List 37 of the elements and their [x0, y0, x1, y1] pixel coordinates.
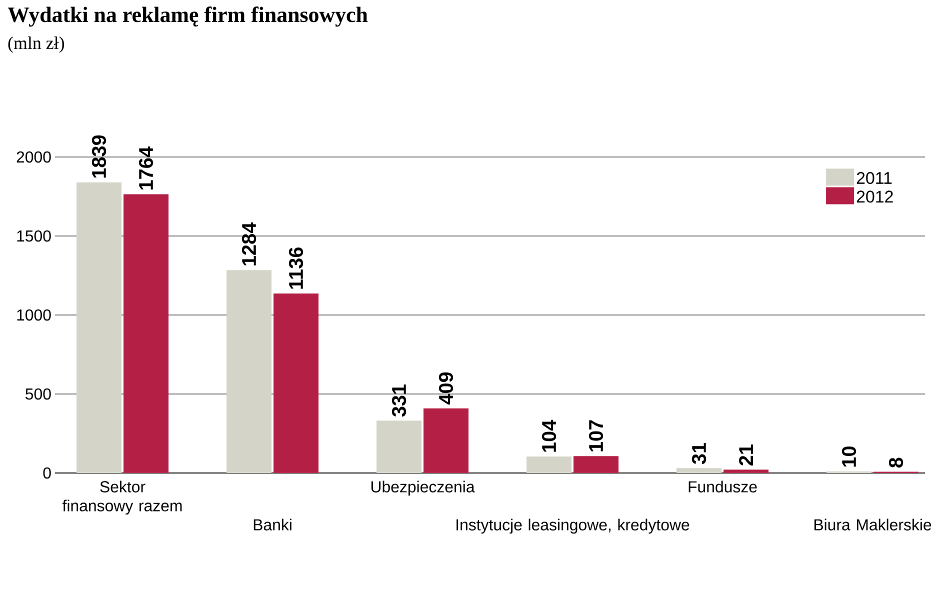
x-tick-label: Sektor finansowy razem: [62, 480, 182, 515]
y-tick-label: 0: [43, 467, 51, 479]
data-label: 8: [888, 458, 904, 468]
x-tick-label: Biura Maklerskie: [814, 518, 932, 530]
y-tick-label: 2000: [16, 151, 51, 163]
data-label: 1839: [92, 135, 106, 178]
data-label: 31: [692, 442, 706, 464]
chart-subtitle: (mln zł): [8, 36, 64, 53]
data-label: 10: [842, 446, 856, 467]
x-tick-label: Ubezpieczenia: [371, 480, 475, 496]
data-label: 1764: [138, 146, 154, 190]
data-label: 104: [542, 420, 556, 452]
chart-title: Wydatki na reklamę firm finansowych: [8, 6, 368, 27]
legend-label: 2012: [856, 190, 893, 203]
bar: [724, 470, 769, 473]
data-label: 21: [739, 444, 753, 466]
x-tick-label: Banki: [254, 518, 292, 530]
x-tick-label: Instytucje leasingowe, kredytowe: [456, 518, 690, 534]
y-tick-label: 500: [26, 388, 51, 400]
y-tick-label: 1500: [17, 230, 51, 242]
data-label: 1136: [288, 247, 304, 289]
y-tick-label: 1000: [17, 309, 51, 321]
bar: [376, 420, 422, 473]
bar: [226, 270, 272, 473]
bar: [76, 182, 122, 473]
bar: [124, 194, 169, 473]
x-tick-label: Fundusze: [688, 480, 757, 492]
bar: [526, 456, 572, 473]
data-label: 1284: [242, 222, 256, 266]
legend-label: 2011: [856, 172, 892, 184]
bar: [424, 408, 469, 473]
bar: [574, 456, 619, 473]
data-label: 331: [392, 384, 406, 417]
bar: [676, 468, 722, 473]
data-label: 107: [588, 420, 604, 452]
data-label: 409: [438, 372, 454, 405]
bar: [274, 293, 319, 473]
